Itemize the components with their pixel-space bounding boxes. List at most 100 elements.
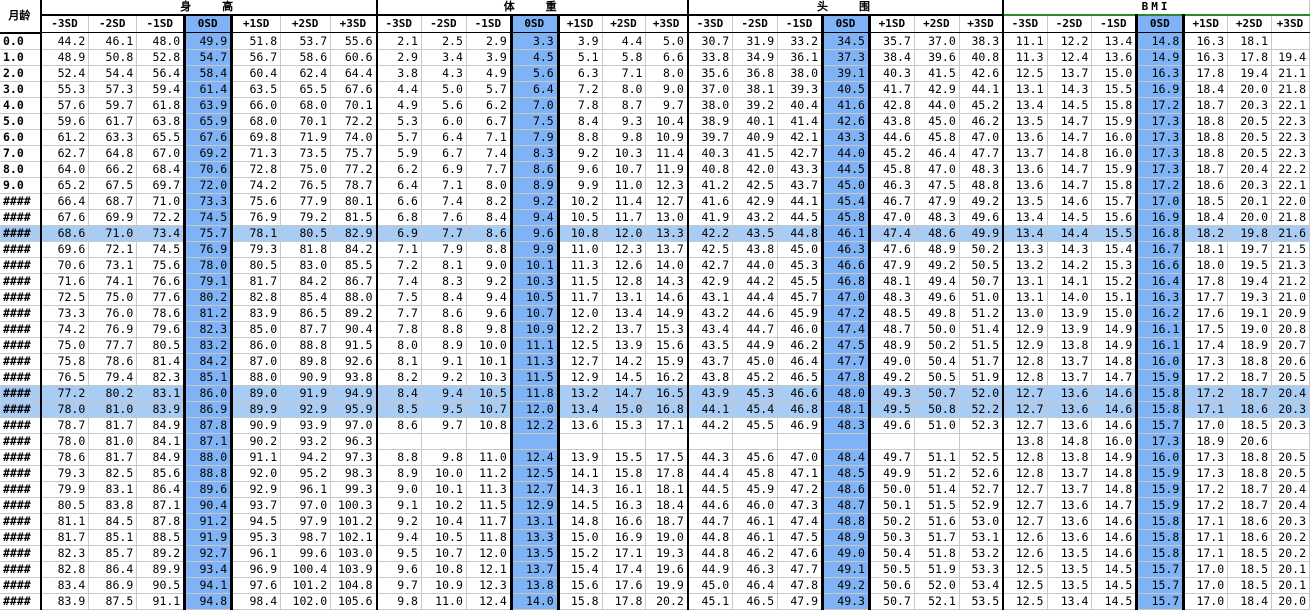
age-cell[interactable]: 8.0 — [0, 161, 42, 178]
value-cell[interactable]: 83.9 — [231, 305, 282, 322]
value-cell[interactable]: 73.5 — [280, 145, 332, 162]
value-cell[interactable]: 18.8 — [1227, 449, 1273, 466]
value-cell[interactable]: 16.2 — [645, 369, 689, 386]
value-cell[interactable]: 61.8 — [136, 97, 186, 114]
table-row[interactable]: #### 83.9 87.5 91.1 94.8 98.4 102.0 105.6 9.8 11.… — [0, 593, 1310, 610]
value-cell[interactable]: 16.5 — [645, 385, 689, 402]
value-cell[interactable]: 59.6 — [40, 113, 90, 130]
value-cell[interactable]: 45.4 — [821, 193, 871, 210]
value-cell[interactable]: 39.6 — [914, 49, 960, 66]
age-cell[interactable]: #### — [0, 417, 42, 434]
value-cell[interactable]: 6.4 — [509, 81, 560, 98]
value-cell[interactable]: 14.2 — [1047, 257, 1093, 274]
age-cell[interactable]: #### — [0, 401, 42, 418]
table-row[interactable]: #### 74.2 76.9 79.6 82.3 85.0 87.7 90.4 7.8 8.8 9.… — [0, 321, 1310, 338]
value-cell[interactable]: 49.9 — [183, 32, 234, 50]
value-cell[interactable]: 13.1 — [1003, 289, 1048, 306]
value-cell[interactable]: 4.4 — [376, 81, 422, 98]
value-cell[interactable]: 52.8 — [136, 49, 186, 66]
value-cell[interactable]: 84.2 — [280, 273, 332, 290]
value-cell[interactable]: 10.8 — [466, 417, 512, 434]
value-cell[interactable]: 14.8 — [1047, 433, 1093, 450]
value-cell[interactable]: 46.3 — [821, 241, 871, 258]
value-cell[interactable]: 20.0 — [1271, 593, 1310, 610]
value-cell[interactable]: 20.2 — [1271, 529, 1310, 546]
value-cell[interactable]: 13.9 — [558, 449, 603, 466]
value-cell[interactable]: 47.7 — [821, 353, 871, 370]
value-cell[interactable]: 17.2 — [1135, 97, 1186, 114]
value-cell[interactable]: 45.3 — [777, 257, 824, 274]
value-cell[interactable]: 92.6 — [330, 353, 378, 370]
value-cell[interactable]: 87.0 — [231, 353, 282, 370]
value-cell[interactable]: 49.6 — [959, 209, 1005, 226]
value-cell[interactable]: 19.0 — [1227, 321, 1273, 338]
value-cell[interactable]: 42.2 — [687, 225, 734, 242]
value-cell[interactable]: 91.9 — [183, 529, 234, 546]
value-cell[interactable]: 79.4 — [88, 369, 138, 386]
value-cell[interactable]: 14.7 — [1047, 177, 1093, 194]
table-row[interactable]: 2.0 52.4 54.4 56.4 58.4 60.4 62.4 64.4 3.8 4.3 4.9… — [0, 65, 1310, 82]
table-row[interactable]: 3.0 55.3 57.3 59.4 61.4 63.5 65.5 67.6 4.4 5.0 5.7… — [0, 81, 1310, 98]
value-cell[interactable]: 8.8 — [376, 449, 422, 466]
value-cell[interactable]: 42.6 — [959, 65, 1005, 82]
value-cell[interactable]: 15.5 — [1091, 81, 1138, 98]
value-cell[interactable]: 22.3 — [1271, 129, 1310, 146]
value-cell[interactable]: 20.3 — [1271, 513, 1310, 530]
value-cell[interactable]: 11.8 — [509, 385, 560, 402]
value-cell[interactable]: 6.0 — [421, 113, 467, 130]
table-row[interactable]: #### 82.8 86.4 89.9 93.4 96.9 100.4 103.9 9.6 10.… — [0, 561, 1310, 578]
value-cell[interactable]: 43.5 — [732, 225, 779, 242]
table-row[interactable]: #### 81.7 85.1 88.5 91.9 95.3 98.7 102.1 9.4 10.5… — [0, 529, 1310, 546]
value-cell[interactable]: 49.7 — [869, 449, 915, 466]
value-cell[interactable]: 16.1 — [1135, 337, 1186, 354]
value-cell[interactable]: 82.3 — [183, 321, 234, 338]
value-cell[interactable]: 5.3 — [376, 113, 422, 130]
value-cell[interactable]: 50.7 — [914, 385, 960, 402]
value-cell[interactable]: 12.8 — [1003, 465, 1048, 482]
value-cell[interactable]: 72.8 — [231, 161, 282, 178]
value-cell[interactable]: 13.2 — [1003, 257, 1048, 274]
value-cell[interactable]: 8.4 — [376, 385, 422, 402]
value-cell[interactable]: 98.3 — [330, 465, 378, 482]
value-cell[interactable]: 20.1 — [1271, 577, 1310, 594]
value-cell[interactable]: 19.1 — [1227, 305, 1273, 322]
value-cell[interactable]: 42.7 — [777, 145, 824, 162]
value-cell[interactable]: 17.4 — [1183, 337, 1229, 354]
value-cell[interactable]: 81.7 — [231, 273, 282, 290]
value-cell[interactable]: 4.5 — [509, 49, 560, 66]
value-cell[interactable]: 48.3 — [869, 289, 915, 306]
value-cell[interactable]: 49.2 — [914, 257, 960, 274]
value-cell[interactable]: 17.0 — [1135, 193, 1186, 210]
value-cell[interactable]: 13.9 — [1047, 305, 1093, 322]
value-cell[interactable]: 72.1 — [88, 241, 138, 258]
value-cell[interactable]: 18.7 — [1227, 481, 1273, 498]
value-cell[interactable]: 94.8 — [183, 593, 234, 610]
value-cell[interactable]: 20.5 — [1227, 129, 1273, 146]
value-cell[interactable]: 46.2 — [959, 113, 1005, 130]
value-cell[interactable]: 14.9 — [1091, 449, 1138, 466]
value-cell[interactable]: 53.1 — [959, 529, 1005, 546]
value-cell[interactable]: 49.1 — [821, 561, 871, 578]
value-cell[interactable]: 5.9 — [376, 145, 422, 162]
value-cell[interactable]: 49.8 — [914, 305, 960, 322]
value-cell[interactable]: 73.3 — [183, 193, 234, 210]
value-cell[interactable]: 47.7 — [777, 561, 824, 578]
value-cell[interactable]: 95.9 — [330, 401, 378, 418]
value-cell[interactable]: 95.3 — [231, 529, 282, 546]
value-cell[interactable]: 47.1 — [777, 465, 824, 482]
value-cell[interactable]: 88.0 — [183, 449, 234, 466]
value-cell[interactable]: 13.5 — [1047, 561, 1093, 578]
value-cell[interactable]: 14.3 — [1047, 241, 1093, 258]
value-cell[interactable]: 7.7 — [421, 225, 467, 242]
value-cell[interactable]: 96.9 — [231, 561, 282, 578]
value-cell[interactable]: 18.7 — [1227, 497, 1273, 514]
age-cell[interactable]: #### — [0, 337, 42, 354]
value-cell[interactable]: 13.6 — [1047, 529, 1093, 546]
value-cell[interactable]: 65.9 — [183, 113, 234, 130]
value-cell[interactable]: 10.3 — [509, 273, 560, 290]
value-cell[interactable]: 87.8 — [136, 513, 186, 530]
value-cell[interactable]: 63.5 — [231, 81, 282, 98]
value-cell[interactable]: 17.8 — [1183, 273, 1229, 290]
value-cell[interactable]: 45.8 — [732, 465, 779, 482]
value-cell[interactable]: 15.3 — [645, 321, 689, 338]
